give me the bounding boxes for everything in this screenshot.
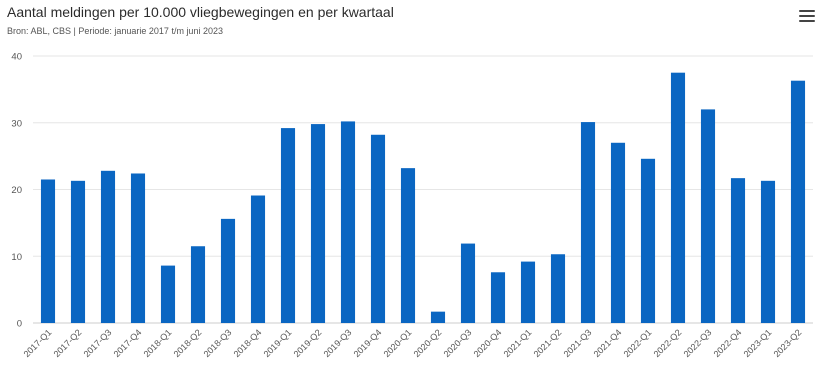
chart-subtitle: Bron: ABL, CBS | Periode: januarie 2017 … [7, 26, 223, 36]
x-axis-ticks: 2017-Q12017-Q22017-Q32017-Q42018-Q12018-… [22, 327, 804, 359]
bar-2022-Q3[interactable] [700, 109, 716, 324]
x-tick-label: 2020-Q3 [442, 327, 474, 359]
x-tick-label: 2017-Q4 [112, 327, 144, 359]
y-tick-label: 20 [11, 185, 22, 196]
bar-2019-Q4[interactable] [370, 134, 386, 323]
grid-lines [33, 55, 813, 324]
y-axis-ticks: 0 10 20 30 40 [11, 52, 22, 330]
bar-2019-Q1[interactable] [280, 128, 296, 323]
x-tick-label: 2017-Q1 [22, 327, 54, 359]
bar-2022-Q2[interactable] [670, 72, 686, 323]
bar-2023-Q2[interactable] [790, 80, 806, 323]
bar-2022-Q4[interactable] [730, 178, 746, 323]
x-tick-label: 2020-Q2 [412, 327, 444, 359]
x-tick-label: 2022-Q3 [682, 327, 714, 359]
x-tick-label: 2018-Q1 [142, 327, 174, 359]
bars [40, 72, 806, 324]
x-tick-label: 2019-Q2 [292, 327, 324, 359]
bar-2021-Q1[interactable] [520, 261, 536, 323]
x-tick-label: 2019-Q1 [262, 327, 294, 359]
x-tick-label: 2020-Q4 [472, 327, 504, 359]
bar-2019-Q2[interactable] [310, 124, 326, 324]
x-tick-label: 2021-Q2 [532, 327, 564, 359]
x-tick-label: 2023-Q1 [742, 327, 774, 359]
y-tick-label: 0 [17, 319, 22, 330]
bar-2018-Q2[interactable] [190, 246, 206, 323]
bar-2017-Q4[interactable] [130, 173, 146, 323]
x-tick-label: 2018-Q2 [172, 327, 204, 359]
bar-2018-Q4[interactable] [250, 195, 266, 323]
chart-title: Aantal meldingen per 10.000 vliegbewegin… [7, 4, 394, 20]
x-tick-label: 2022-Q2 [652, 327, 684, 359]
x-tick-label: 2023-Q2 [772, 327, 804, 359]
y-tick-label: 10 [11, 252, 22, 263]
x-tick-label: 2019-Q3 [322, 327, 354, 359]
bar-2020-Q4[interactable] [490, 272, 506, 323]
x-tick-label: 2020-Q1 [382, 327, 414, 359]
bar-2019-Q3[interactable] [340, 121, 356, 323]
bar-2017-Q3[interactable] [100, 170, 116, 323]
bar-2017-Q2[interactable] [70, 180, 86, 323]
bar-2018-Q3[interactable] [220, 218, 236, 323]
bar-2021-Q4[interactable] [610, 142, 626, 323]
bar-2020-Q3[interactable] [460, 243, 476, 323]
y-tick-label: 30 [11, 118, 22, 129]
hamburger-menu-icon[interactable] [799, 10, 815, 24]
bar-2020-Q2[interactable] [430, 311, 446, 323]
bar-2023-Q1[interactable] [760, 180, 776, 323]
x-tick-label: 2017-Q3 [82, 327, 114, 359]
bar-2022-Q1[interactable] [640, 158, 656, 323]
bar-2017-Q1[interactable] [40, 179, 56, 323]
x-tick-label: 2021-Q3 [562, 327, 594, 359]
y-tick-label: 40 [11, 52, 22, 63]
x-tick-label: 2018-Q3 [202, 327, 234, 359]
bar-2021-Q2[interactable] [550, 254, 566, 323]
bar-2020-Q1[interactable] [400, 168, 416, 323]
bar-2018-Q1[interactable] [160, 265, 176, 323]
x-tick-label: 2021-Q4 [592, 327, 624, 359]
x-tick-label: 2019-Q4 [352, 327, 384, 359]
x-tick-label: 2022-Q4 [712, 327, 744, 359]
bar-2021-Q3[interactable] [580, 122, 596, 324]
x-tick-label: 2017-Q2 [52, 327, 84, 359]
x-tick-label: 2018-Q4 [232, 327, 264, 359]
x-tick-label: 2022-Q1 [622, 327, 654, 359]
x-tick-label: 2021-Q1 [502, 327, 534, 359]
